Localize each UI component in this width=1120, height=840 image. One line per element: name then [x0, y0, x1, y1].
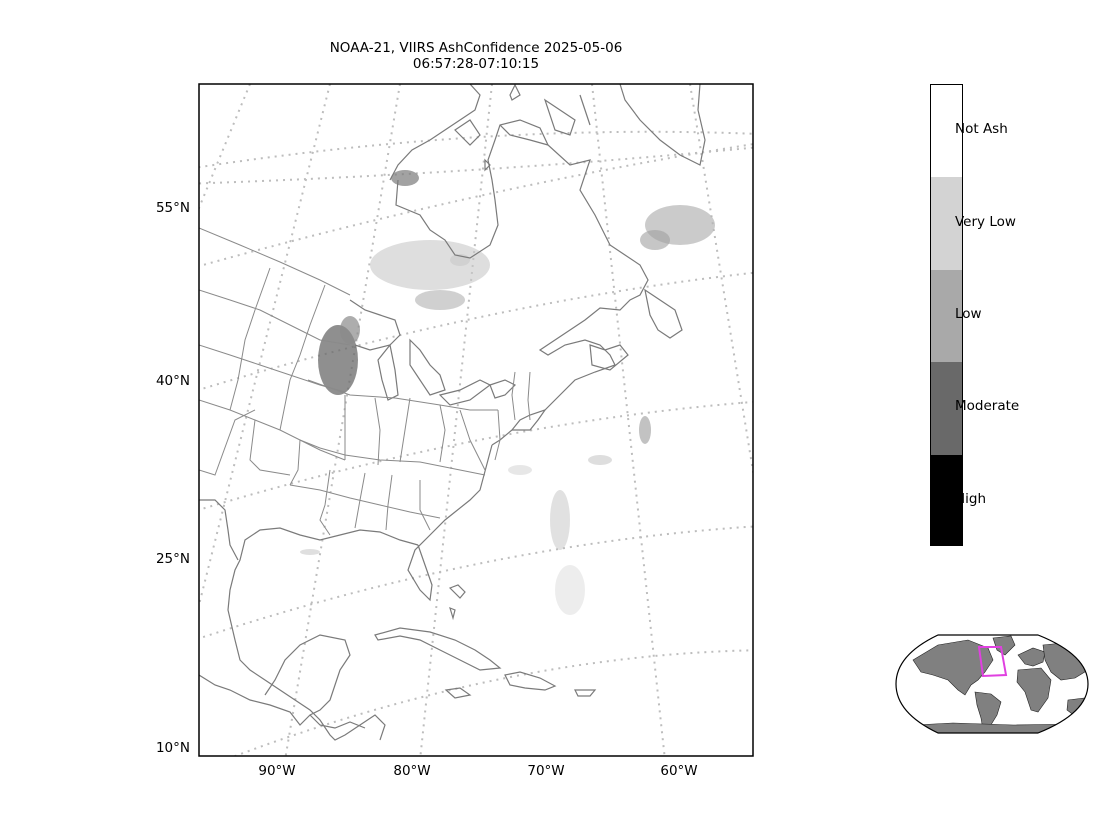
lat-label-55n: 55°N [155, 200, 190, 216]
graticule-longitudes [199, 84, 753, 756]
lat-label-25n: 25°N [155, 551, 190, 567]
colorbar-swatch-low [931, 270, 962, 362]
lon-label-80w: 80°W [393, 763, 431, 779]
colorbar [930, 84, 963, 546]
locator-globe [895, 634, 1089, 734]
lat-label-40n: 40°N [155, 373, 190, 389]
colorbar-swatch-very-low [931, 177, 962, 270]
colorbar-swatch-not-ash [931, 85, 962, 177]
figure-title-line2: 06:57:28-07:10:15 [412, 56, 540, 72]
lat-label-10n: 10°N [155, 740, 190, 756]
state-borders [199, 227, 531, 536]
colorbar-label-low: Low [955, 306, 982, 322]
colorbar-label-high: High [955, 491, 987, 507]
colorbar-label-not-ash: Not Ash [955, 121, 1008, 137]
graticule-latitudes [199, 130, 753, 756]
locator-globe-outline [895, 634, 1089, 734]
lon-label-70w: 70°W [527, 763, 565, 779]
colorbar-swatch-moderate [931, 362, 962, 455]
colorbar-swatch-high [931, 455, 962, 545]
lon-label-90w: 90°W [258, 763, 296, 779]
figure-title-line1: NOAA-21, VIIRS AshConfidence 2025-05-06 [329, 40, 623, 56]
map-frame [198, 83, 754, 757]
colorbar-label-very-low: Very Low [955, 214, 1016, 230]
lon-label-60w: 60°W [660, 763, 698, 779]
locator-extent-box [977, 646, 1008, 678]
colorbar-label-moderate: Moderate [955, 398, 1020, 414]
coastlines [199, 84, 706, 741]
ash-data-regions [300, 170, 715, 615]
